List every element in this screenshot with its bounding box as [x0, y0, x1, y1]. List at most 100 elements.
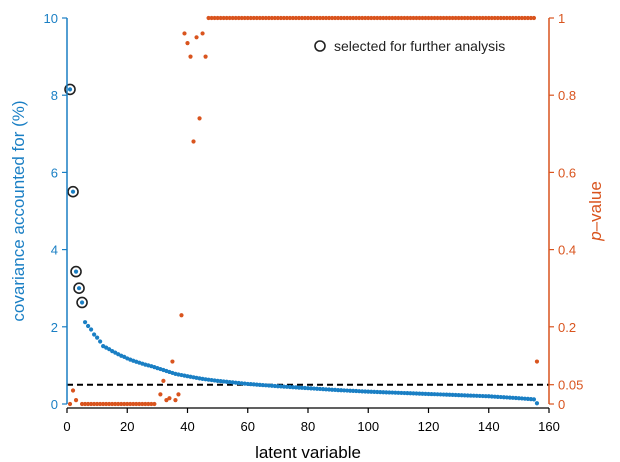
- covariance-point: [501, 395, 506, 400]
- p-value-point: [293, 15, 299, 21]
- p-value-point: [98, 401, 103, 407]
- p-value-point: [444, 15, 449, 21]
- p-value-point: [134, 401, 139, 407]
- p-value-point: [465, 15, 470, 21]
- covariance-point: [402, 390, 407, 396]
- covariance-point: [92, 332, 97, 337]
- p-value-point: [408, 15, 413, 21]
- p-value-point: [525, 15, 531, 21]
- p-value-point: [149, 401, 154, 407]
- covariance-point: [444, 392, 449, 397]
- covariance-point: [98, 339, 103, 344]
- p-value-point: [387, 15, 392, 21]
- p-value-point: [230, 15, 235, 21]
- left-tick-label: 6: [51, 165, 58, 180]
- p-value-point: [79, 401, 85, 407]
- covariance-point: [299, 385, 305, 390]
- covariance-point: [245, 381, 250, 387]
- covariance-point: [420, 391, 425, 396]
- p-value-point: [333, 15, 338, 21]
- covariance-point: [492, 394, 497, 399]
- covariance-point: [453, 392, 458, 398]
- x-tick-label: 120: [418, 419, 440, 434]
- covariance-point: [393, 390, 398, 395]
- p-value-point: [323, 15, 329, 21]
- covariance-point: [70, 189, 76, 194]
- covariance-point: [305, 386, 311, 391]
- p-value-point: [393, 15, 398, 21]
- p-value-point: [402, 15, 407, 21]
- p-value-point: [456, 15, 461, 21]
- covariance-point: [293, 385, 299, 390]
- covariance-point: [82, 320, 88, 325]
- covariance-point: [375, 389, 380, 395]
- p-value-point: [272, 15, 277, 21]
- p-value-point: [396, 15, 401, 21]
- covariance-point: [257, 382, 262, 387]
- p-value-point: [236, 15, 241, 21]
- p-value-point: [438, 15, 443, 21]
- left-tick-label: 4: [51, 243, 58, 258]
- covariance-point: [429, 391, 434, 397]
- p-value-point: [146, 401, 151, 407]
- p-value-point: [218, 15, 223, 21]
- p-value-point: [254, 15, 259, 21]
- covariance-point: [357, 389, 362, 394]
- p-value-point: [209, 15, 214, 21]
- covariance-point: [447, 392, 452, 397]
- p-value-point: [492, 15, 497, 21]
- p-value-point: [501, 15, 506, 21]
- covariance-point: [399, 390, 404, 396]
- right-tick-label: 0.8: [558, 88, 576, 103]
- covariance-point: [360, 389, 365, 394]
- covariance-point: [290, 385, 296, 390]
- selected-marker: [67, 185, 79, 198]
- p-value-point: [104, 401, 109, 407]
- p-value-point: [173, 398, 178, 403]
- covariance-point: [333, 387, 338, 393]
- covariance-point: [308, 386, 314, 391]
- p-value-point: [224, 15, 229, 21]
- p-value-point: [342, 15, 347, 21]
- covariance-point: [435, 392, 440, 397]
- p-value-point: [242, 15, 247, 21]
- covariance-point: [85, 323, 91, 329]
- covariance-point: [471, 393, 476, 398]
- p-value-point: [477, 15, 482, 21]
- covariance-point: [462, 393, 467, 398]
- p-value-point: [447, 15, 452, 21]
- covariance-point: [281, 384, 286, 389]
- p-value-point: [143, 401, 148, 407]
- p-value-point: [239, 15, 244, 21]
- covariance-point: [79, 300, 85, 305]
- p-value-point: [441, 15, 446, 21]
- p-value-point: [95, 401, 100, 407]
- covariance-point: [480, 393, 485, 399]
- covariance-point: [372, 389, 377, 394]
- covariance-point: [251, 382, 256, 387]
- p-value-point: [348, 15, 353, 21]
- covariance-point: [73, 269, 79, 274]
- p-value-point: [302, 15, 308, 21]
- covariance-point: [348, 388, 353, 393]
- p-value-point: [384, 15, 389, 21]
- x-tick-label: 60: [241, 419, 255, 434]
- p-value-point: [260, 15, 265, 21]
- p-value-point: [82, 401, 88, 407]
- left-axis-title-unit: (%): [9, 100, 28, 126]
- p-value-point: [257, 15, 262, 21]
- p-value-point: [182, 31, 187, 36]
- covariance-point: [390, 390, 395, 395]
- covariance-point: [384, 390, 389, 395]
- p-value-point: [345, 15, 350, 21]
- p-value-point: [417, 15, 422, 21]
- p-value-point: [299, 15, 305, 21]
- covariance-point: [441, 392, 446, 397]
- p-value-point: [432, 15, 437, 21]
- right-tick-label: 0.2: [558, 320, 576, 335]
- right-tick-label: 0.05: [558, 378, 583, 393]
- p-value-point: [522, 15, 528, 21]
- covariance-point: [263, 383, 268, 388]
- p-value-point: [206, 15, 211, 21]
- covariance-point: [498, 394, 503, 400]
